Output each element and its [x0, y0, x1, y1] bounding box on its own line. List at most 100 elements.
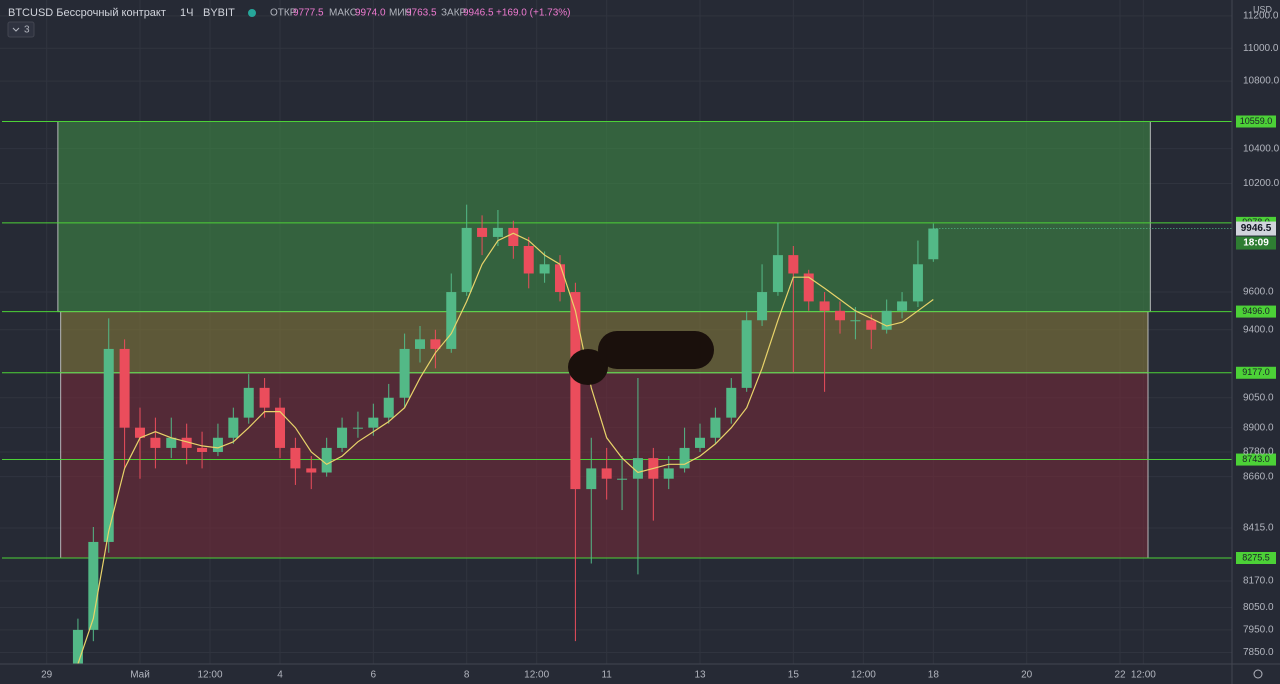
- zone: [57, 120, 1151, 313]
- x-tick-label: 22: [1114, 670, 1126, 681]
- candle-body: [181, 437, 192, 448]
- candle-body: [212, 437, 223, 452]
- candle-body: [523, 246, 534, 274]
- candle-body: [228, 417, 239, 438]
- level-label-box: [1236, 453, 1276, 466]
- candle-body: [430, 339, 441, 349]
- x-tick-label: 8: [464, 670, 470, 681]
- candle-body: [461, 227, 472, 293]
- candle-body: [259, 387, 270, 408]
- level-label: 10559.0: [1240, 116, 1273, 126]
- candle-body: [586, 468, 597, 490]
- y-tick-label: 9400.0: [1243, 324, 1274, 335]
- currency: USD: [1253, 4, 1273, 14]
- candle-body: [166, 437, 177, 448]
- y-tick-label: 7850.0: [1243, 647, 1274, 658]
- candle-body: [679, 447, 690, 469]
- x-tick-label: 18: [928, 670, 940, 681]
- y-tick-label: 9050.0: [1243, 392, 1274, 403]
- status-dot: [248, 9, 256, 17]
- candle-body: [819, 301, 830, 311]
- close-key: ЗАКР: [441, 8, 467, 19]
- level-label: 8743.0: [1242, 454, 1270, 464]
- zone: [60, 372, 1149, 559]
- settings-icon[interactable]: [1253, 669, 1263, 679]
- candle-body: [617, 478, 628, 480]
- candle-body: [741, 320, 752, 388]
- y-tick-label: 7950.0: [1243, 625, 1274, 636]
- candle-body: [788, 255, 799, 274]
- y-tick-label: 9600.0: [1243, 287, 1274, 298]
- last-price-label: 9946.5: [1241, 223, 1272, 234]
- level-label-box: [1236, 115, 1276, 128]
- candle-body: [306, 468, 317, 473]
- x-tick-label: 6: [371, 670, 377, 681]
- levels: [2, 120, 1232, 559]
- candle-body: [663, 468, 674, 479]
- change: +169.0 (+1.73%): [496, 8, 571, 19]
- candle-body: [274, 407, 286, 448]
- candle-body: [72, 629, 83, 664]
- candles: [72, 204, 939, 665]
- zones: [57, 120, 1151, 559]
- candle-body: [150, 437, 161, 448]
- candle-body: [243, 387, 254, 418]
- candle-body: [508, 227, 519, 247]
- candle-body: [928, 228, 939, 260]
- x-tick-label: Май: [130, 670, 150, 681]
- y-tick-label: 10200.0: [1243, 178, 1280, 189]
- candle-body: [726, 387, 737, 418]
- candle-body: [694, 437, 706, 448]
- level-label-box: [1236, 305, 1276, 318]
- y-tick-label: 8050.0: [1243, 602, 1274, 613]
- countdown: 18:09: [1243, 238, 1269, 249]
- high-value: 9974.0: [355, 8, 386, 19]
- indicator-toggle[interactable]: [7, 21, 35, 38]
- y-tick-label: 8780.0: [1243, 447, 1274, 458]
- close-value: 9946.5: [463, 8, 494, 19]
- y-tick-label: 10400.0: [1243, 143, 1280, 154]
- level-label-box: [1236, 366, 1276, 379]
- x-tick-label: 15: [788, 670, 800, 681]
- candle-body: [352, 427, 363, 429]
- candle-body: [912, 264, 923, 302]
- candle-body: [88, 541, 99, 630]
- candle-body: [383, 397, 394, 418]
- level-label: 8275.5: [1242, 552, 1270, 562]
- candle-body: [321, 447, 332, 473]
- candle-body: [897, 301, 908, 311]
- candle-body: [881, 310, 892, 330]
- x-tick-label: 29: [41, 670, 53, 681]
- axes: 11200.0 11000.0 10800.0 10400.0 10200.0 9600.…: [41, 11, 1279, 681]
- x-tick-label: 4: [277, 670, 283, 681]
- candle-body: [399, 348, 410, 398]
- low-key: МИН: [389, 8, 412, 19]
- chevron: [12, 27, 20, 32]
- candle-body: [103, 348, 114, 542]
- candle-body: [414, 339, 426, 349]
- x-tick-label: 20: [1021, 670, 1033, 681]
- interval[interactable]: 1Ч: [180, 7, 193, 19]
- candle-body: [477, 227, 488, 237]
- redaction: [568, 349, 608, 385]
- candle-body: [757, 292, 768, 321]
- y-tick-label: 10800.0: [1243, 76, 1280, 87]
- candle-body: [601, 468, 612, 479]
- y-tick-label: 8170.0: [1243, 576, 1274, 587]
- indicator-count: 3: [24, 25, 30, 36]
- candle-body: [446, 292, 457, 349]
- open-value: 9777.5: [293, 8, 324, 19]
- level-label: 9177.0: [1242, 367, 1270, 377]
- candle-body: [492, 227, 503, 237]
- y-tick-label: 11000.0: [1243, 43, 1279, 54]
- y-tick-label: 8660.0: [1243, 471, 1274, 482]
- open-key: ОТКР: [270, 8, 297, 19]
- redaction: [598, 331, 714, 369]
- x-tick-label: 12:00: [1131, 670, 1156, 681]
- y-tick-label: 8900.0: [1243, 422, 1274, 433]
- candle-body: [570, 292, 581, 490]
- x-tick-label: 11: [601, 670, 612, 681]
- candle-body: [554, 264, 566, 293]
- symbol[interactable]: BTCUSD Бессрочный контракт: [8, 7, 166, 19]
